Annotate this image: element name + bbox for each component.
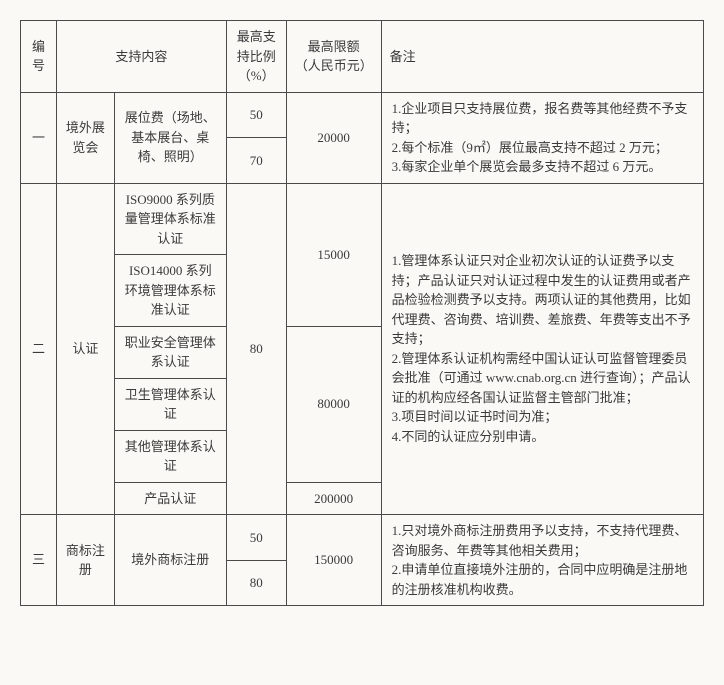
row2-item4: 卫生管理体系认证 — [114, 378, 226, 430]
row2-item2: ISO14000 系列环境管理体系标准认证 — [114, 255, 226, 327]
row1-ratio-50: 50 — [226, 92, 286, 138]
header-no: 编号 — [21, 21, 57, 93]
row2-limit-15000: 15000 — [286, 183, 381, 326]
row1-no: 一 — [21, 92, 57, 183]
row1-ratio-70: 70 — [226, 138, 286, 184]
row3-no: 三 — [21, 515, 57, 606]
row3-item: 境外商标注册 — [114, 515, 226, 606]
row2-no: 二 — [21, 183, 57, 515]
row2-ratio: 80 — [226, 183, 286, 515]
row1-limit: 20000 — [286, 92, 381, 183]
policy-table: 编号 支持内容 最高支持比例（%） 最高限额（人民币元） 备注 一 境外展览会 … — [20, 20, 704, 606]
row2-limit-80000: 80000 — [286, 326, 381, 482]
row3-category: 商标注册 — [56, 515, 114, 606]
row1-note: 1.企业项目只支持展位费，报名费等其他经费不予支持；2.每个标准（9㎡）展位最高… — [381, 92, 703, 183]
row3-limit: 150000 — [286, 515, 381, 606]
header-note: 备注 — [381, 21, 703, 93]
row1-item: 展位费（场地、基本展台、桌椅、照明） — [114, 92, 226, 183]
row2-item6: 产品认证 — [114, 482, 226, 515]
row3-ratio-50: 50 — [226, 515, 286, 561]
row2-item3: 职业安全管理体系认证 — [114, 326, 226, 378]
row3-ratio-80: 80 — [226, 560, 286, 606]
header-limit: 最高限额（人民币元） — [286, 21, 381, 93]
row2-item1: ISO9000 系列质量管理体系标准认证 — [114, 183, 226, 255]
row2-note: 1.管理体系认证只对企业初次认证的认证费予以支持；产品认证只对认证过程中发生的认… — [381, 183, 703, 515]
row3-note: 1.只对境外商标注册费用予以支持，不支持代理费、咨询服务、年费等其他相关费用；2… — [381, 515, 703, 606]
row2-category: 认证 — [56, 183, 114, 515]
header-content: 支持内容 — [56, 21, 226, 93]
row1-category: 境外展览会 — [56, 92, 114, 183]
header-ratio: 最高支持比例（%） — [226, 21, 286, 93]
row2-limit-200000: 200000 — [286, 482, 381, 515]
row2-item5: 其他管理体系认证 — [114, 430, 226, 482]
